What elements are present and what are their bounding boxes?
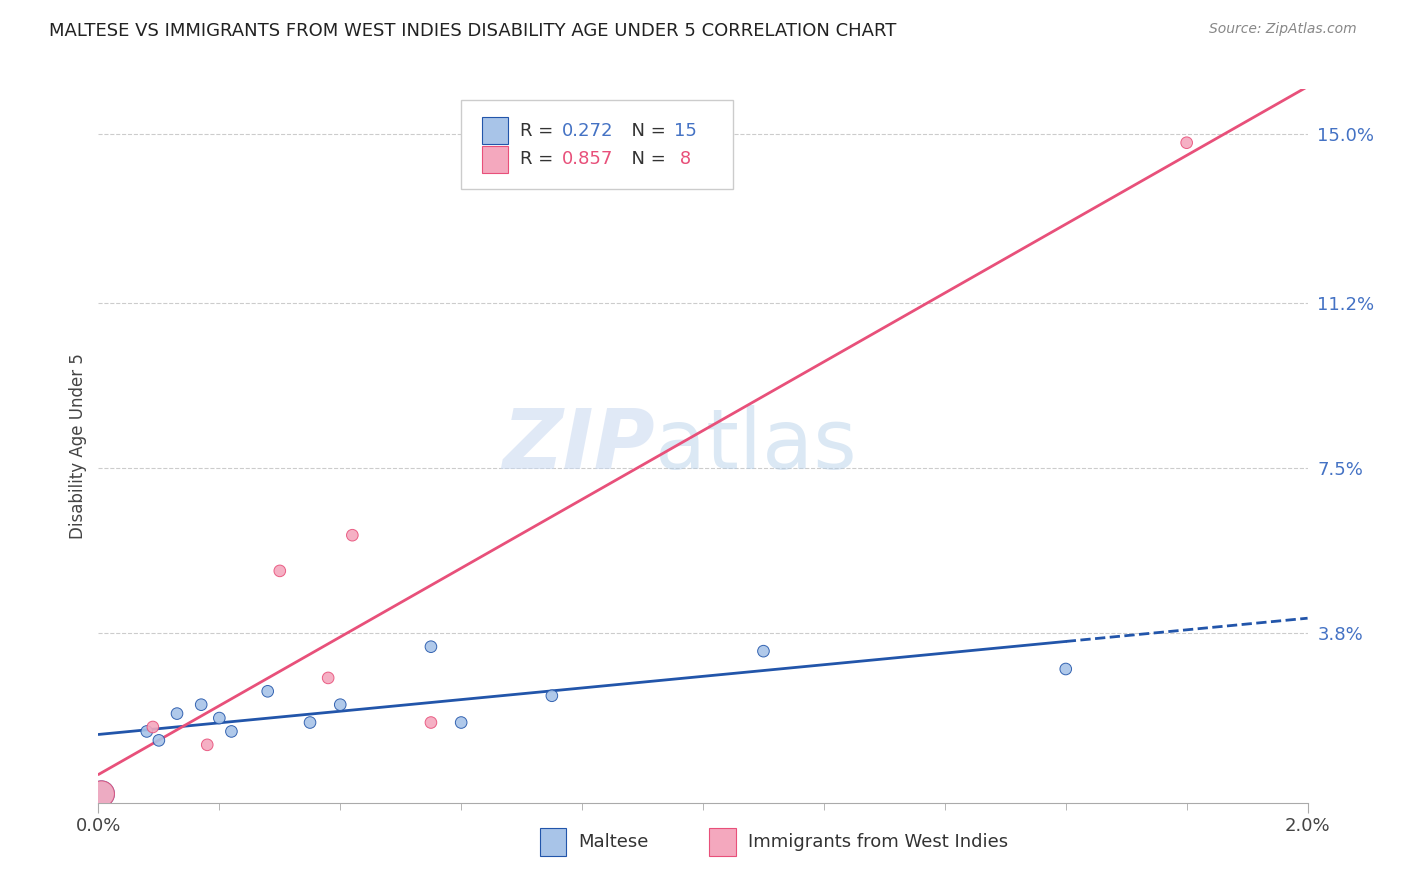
Point xyxy=(540,689,562,703)
Point xyxy=(450,715,472,730)
Text: Immigrants from West Indies: Immigrants from West Indies xyxy=(748,833,1008,851)
FancyBboxPatch shape xyxy=(461,100,734,189)
Text: N =: N = xyxy=(620,121,671,139)
Text: N =: N = xyxy=(620,150,671,168)
Text: 0.272: 0.272 xyxy=(561,121,613,139)
Text: 8: 8 xyxy=(673,150,692,168)
Point xyxy=(420,640,443,654)
Point xyxy=(752,644,775,658)
Text: ZIP: ZIP xyxy=(502,406,655,486)
Point xyxy=(90,787,112,801)
Text: 15: 15 xyxy=(673,121,697,139)
Point xyxy=(420,715,443,730)
Point xyxy=(342,528,364,542)
Point xyxy=(135,724,157,739)
Text: 0.857: 0.857 xyxy=(561,150,613,168)
Point xyxy=(329,698,352,712)
Point xyxy=(316,671,339,685)
Point xyxy=(90,787,112,801)
FancyBboxPatch shape xyxy=(709,829,735,855)
Point xyxy=(148,733,170,747)
Text: Maltese: Maltese xyxy=(578,833,648,851)
Point xyxy=(256,684,278,698)
Point xyxy=(208,711,231,725)
Y-axis label: Disability Age Under 5: Disability Age Under 5 xyxy=(69,353,87,539)
Point xyxy=(299,715,322,730)
Point xyxy=(190,698,212,712)
Point xyxy=(1054,662,1077,676)
Text: Source: ZipAtlas.com: Source: ZipAtlas.com xyxy=(1209,22,1357,37)
Point xyxy=(142,720,165,734)
Point xyxy=(195,738,218,752)
FancyBboxPatch shape xyxy=(540,829,567,855)
Text: atlas: atlas xyxy=(655,406,856,486)
Point xyxy=(1175,136,1198,150)
Point xyxy=(269,564,291,578)
Text: R =: R = xyxy=(520,121,560,139)
FancyBboxPatch shape xyxy=(482,145,509,173)
Text: MALTESE VS IMMIGRANTS FROM WEST INDIES DISABILITY AGE UNDER 5 CORRELATION CHART: MALTESE VS IMMIGRANTS FROM WEST INDIES D… xyxy=(49,22,897,40)
FancyBboxPatch shape xyxy=(482,117,509,145)
Point xyxy=(221,724,243,739)
Text: R =: R = xyxy=(520,150,560,168)
Point xyxy=(166,706,188,721)
